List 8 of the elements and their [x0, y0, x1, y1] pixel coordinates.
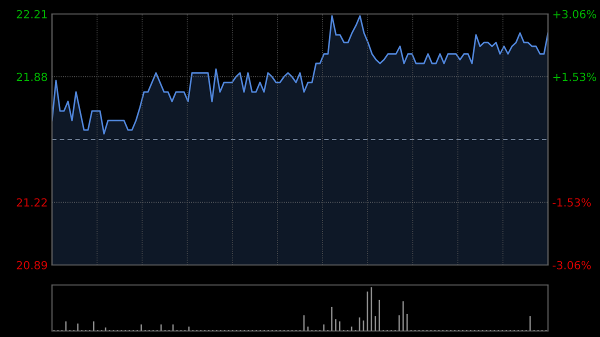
y2-tick-label: +1.53%: [553, 72, 596, 82]
y2-tick-label: +3.06%: [553, 10, 596, 18]
y-tick-label: 21.22: [16, 198, 47, 206]
y-tick-label: 21.88: [16, 72, 48, 82]
y2-tick-label: -1.53%: [552, 198, 591, 207]
y2-tick-label: -3.06%: [552, 260, 591, 270]
y-tick-label: 20.89: [16, 260, 48, 270]
y-tick-label: 22.21: [16, 10, 47, 18]
